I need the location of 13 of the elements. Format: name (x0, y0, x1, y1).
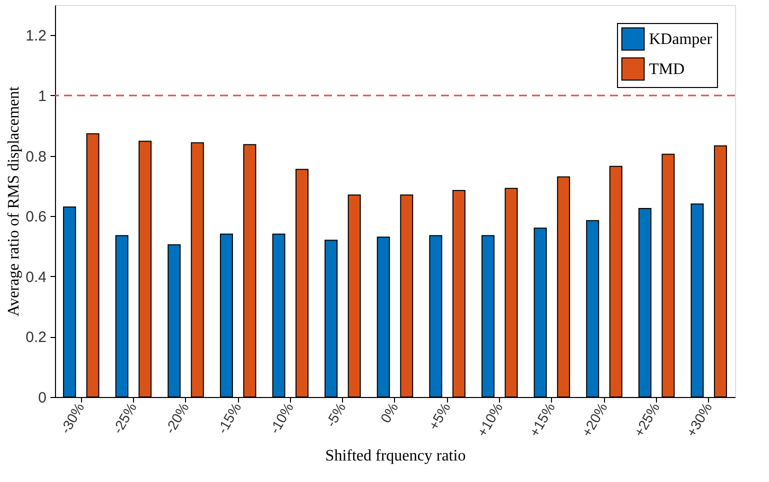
y-axis-title: Average ratio of RMS displacement (6, 86, 23, 316)
y-tick-label: 0 (38, 390, 46, 406)
x-tick-label: 0% (377, 400, 402, 426)
x-axis-title: Shifted frquency ratio (325, 447, 466, 464)
x-tick-label: -5% (322, 400, 349, 430)
y-tick-label: 1 (38, 88, 46, 105)
y-tick-label: 0.2 (26, 329, 46, 346)
y-tick-label: 0.6 (26, 208, 46, 226)
y-tick-label: 1.2 (26, 28, 46, 45)
legend-label: TMD (649, 61, 685, 78)
legend-label: KDamper (649, 31, 713, 48)
y-tick-label: 0.8 (26, 148, 46, 166)
y-tick-label: 0.4 (26, 268, 46, 286)
